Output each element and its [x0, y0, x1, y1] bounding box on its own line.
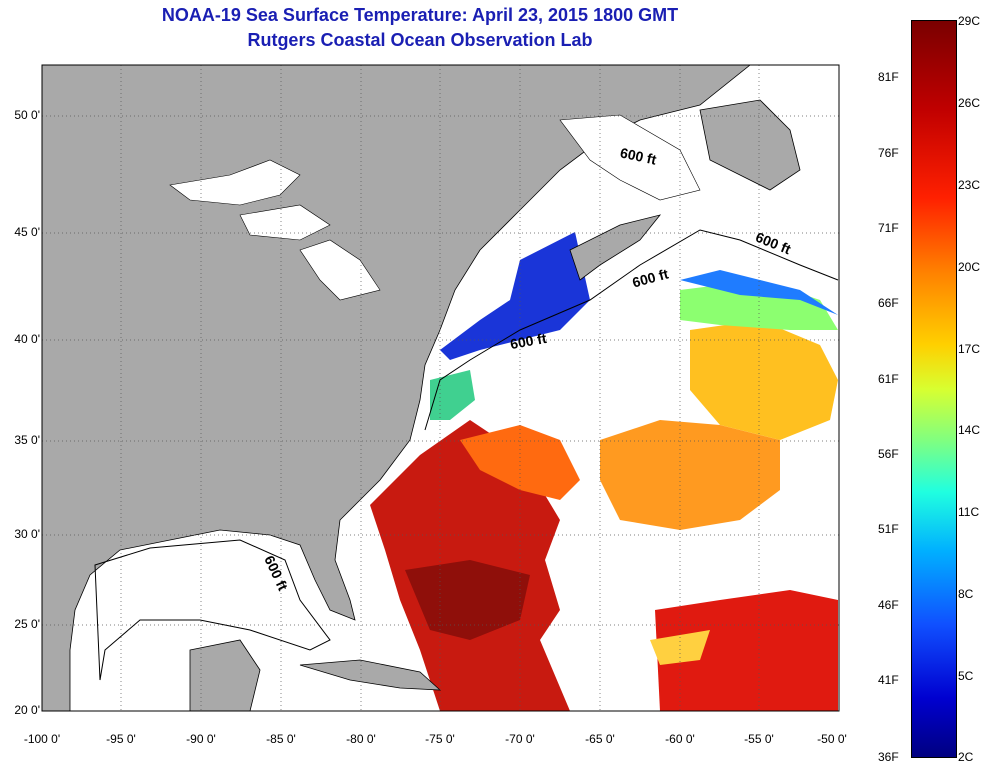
lat-tick-label: 35 0' — [14, 433, 40, 447]
lake-michigan-huron — [299, 239, 381, 301]
colorbar-f-label: 51F — [878, 522, 899, 536]
colorbar-f-label: 46F — [878, 598, 899, 612]
sst-yellow-central — [690, 320, 838, 440]
hudson-bay-area — [169, 159, 301, 206]
land-newfoundland — [699, 99, 801, 191]
colorbar-f-label: 71F — [878, 221, 899, 235]
lat-tick-label: 50 0' — [14, 108, 40, 122]
lon-tick-label: -95 0' — [106, 732, 136, 746]
colorbar-f-label: 76F — [878, 146, 899, 160]
lat-tick-label: 40 0' — [14, 332, 40, 346]
lon-tick-label: -90 0' — [186, 732, 216, 746]
colorbar-f-label: 41F — [878, 673, 899, 687]
colorbar-c-label: 23C — [958, 178, 981, 192]
grid-lines — [42, 65, 839, 711]
sst-very-warm-region — [405, 560, 530, 640]
lon-tick-label: -65 0' — [585, 732, 615, 746]
map-subtitle: Rutgers Coastal Ocean Observation Lab — [247, 30, 593, 50]
colorbar-c-label: 2C — [958, 750, 974, 764]
lat-tick-label: 20 0' — [14, 703, 40, 717]
depth-contour-600ft-atlantic — [424, 229, 839, 431]
lake-superior — [239, 204, 331, 241]
lon-tick-label: -50 0' — [817, 732, 847, 746]
sst-warm-offshore — [460, 425, 580, 500]
lat-tick-label: 30 0' — [14, 527, 40, 541]
st-lawrence-gulf — [559, 114, 701, 201]
colorbar-c-label: 29C — [958, 14, 981, 28]
colorbar-f-label: 36F — [878, 750, 899, 764]
lon-tick-label: -70 0' — [505, 732, 535, 746]
lat-tick-label: 45 0' — [14, 225, 40, 239]
land-nova-scotia — [569, 214, 662, 281]
colorbar-f-label: 81F — [878, 70, 899, 84]
colorbar-c-label: 11C — [958, 505, 980, 519]
lon-tick-label: -60 0' — [665, 732, 695, 746]
lon-tick-label: -80 0' — [346, 732, 376, 746]
lon-tick-label: -100 0' — [23, 732, 61, 746]
land-north-america — [41, 64, 752, 712]
temperature-colorbar — [911, 20, 957, 758]
colorbar-c-label: 8C — [958, 587, 974, 601]
lat-tick-label: 25 0' — [14, 617, 40, 631]
sst-shelf-green — [430, 370, 475, 420]
sst-orange-central — [600, 420, 780, 530]
sst-blue-north — [680, 270, 838, 315]
colorbar-c-label: 5C — [958, 669, 974, 683]
depth-contour-600ft — [94, 539, 331, 681]
lon-tick-label: -85 0' — [266, 732, 296, 746]
colorbar-c-label: 14C — [958, 423, 981, 437]
colorbar-f-label: 66F — [878, 296, 899, 310]
map-title: NOAA-19 Sea Surface Temperature: April 2… — [161, 5, 679, 25]
colorbar-c-label: 20C — [958, 260, 981, 274]
lon-tick-label: -75 0' — [425, 732, 455, 746]
colorbar-c-label: 17C — [958, 342, 981, 356]
land-yucatan — [189, 639, 261, 712]
sst-warm-southeast — [655, 590, 838, 711]
colorbar-f-label: 56F — [878, 447, 899, 461]
lon-tick-label: -55 0' — [744, 732, 774, 746]
colorbar-f-label: 61F — [878, 372, 899, 386]
colorbar-c-label: 26C — [958, 96, 981, 110]
sst-cold-gulf-of-maine — [440, 232, 590, 360]
sst-yellow-patch — [650, 630, 710, 665]
